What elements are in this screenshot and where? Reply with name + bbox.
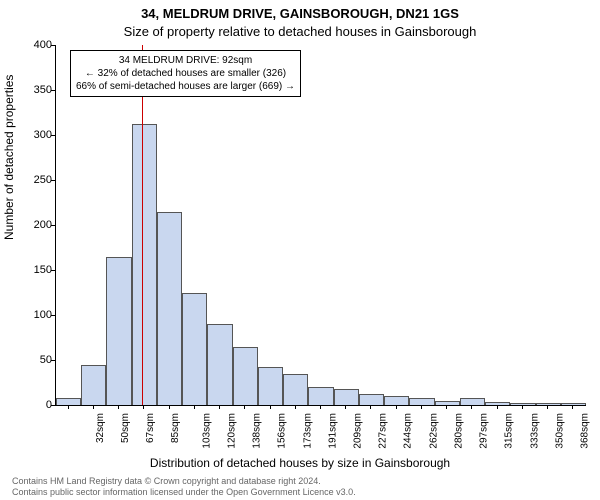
x-tick-label: 173sqm (302, 413, 313, 449)
marker-line (142, 45, 143, 405)
x-tick-label: 85sqm (170, 413, 181, 443)
x-tick-label: 50sqm (120, 413, 131, 443)
x-tick-label: 280sqm (454, 413, 465, 449)
x-tick-label: 297sqm (479, 413, 490, 449)
x-tick-mark (270, 405, 271, 409)
x-tick-label: 138sqm (252, 413, 263, 449)
x-tick-label: 103sqm (201, 413, 212, 449)
bar (460, 398, 485, 405)
y-axis-label: Number of detached properties (2, 75, 16, 240)
bar (182, 293, 207, 406)
bar (409, 398, 434, 405)
y-tick-label: 300 (34, 129, 52, 141)
bar (132, 124, 157, 405)
x-tick-label: 120sqm (226, 413, 237, 449)
y-tick-mark (51, 90, 55, 91)
y-tick-label: 150 (34, 264, 52, 276)
y-tick-mark (51, 315, 55, 316)
plot-area (55, 45, 586, 406)
x-tick-mark (345, 405, 346, 409)
y-tick-mark (51, 45, 55, 46)
annotation-line1: 34 MELDRUM DRIVE: 92sqm (76, 54, 295, 67)
x-tick-mark (93, 405, 94, 409)
y-tick-mark (51, 270, 55, 271)
y-tick-label: 350 (34, 84, 52, 96)
x-tick-mark (244, 405, 245, 409)
annotation-line3: 66% of semi-detached houses are larger (… (76, 80, 295, 93)
x-tick-mark (396, 405, 397, 409)
y-tick-label: 100 (34, 309, 52, 321)
y-tick-mark (51, 360, 55, 361)
y-tick-mark (51, 225, 55, 226)
footer-line2: Contains public sector information licen… (12, 487, 356, 498)
x-tick-mark (320, 405, 321, 409)
bar (510, 403, 535, 405)
x-tick-label: 227sqm (378, 413, 389, 449)
bar (207, 324, 232, 405)
y-tick-label: 250 (34, 174, 52, 186)
bar (283, 374, 308, 406)
x-tick-label: 32sqm (95, 413, 106, 443)
x-tick-label: 350sqm (554, 413, 565, 449)
y-tick-mark (51, 405, 55, 406)
x-tick-label: 262sqm (428, 413, 439, 449)
x-tick-label: 333sqm (529, 413, 540, 449)
x-tick-label: 244sqm (403, 413, 414, 449)
bar (81, 365, 106, 406)
x-tick-mark (295, 405, 296, 409)
x-axis-label: Distribution of detached houses by size … (0, 456, 600, 470)
bar (233, 347, 258, 406)
bar (157, 212, 182, 406)
x-tick-mark (118, 405, 119, 409)
x-tick-mark (169, 405, 170, 409)
x-tick-label: 209sqm (353, 413, 364, 449)
x-tick-mark (421, 405, 422, 409)
x-tick-label: 67sqm (145, 413, 156, 443)
bar (56, 398, 81, 405)
title-sub: Size of property relative to detached ho… (0, 24, 600, 39)
x-tick-mark (572, 405, 573, 409)
x-tick-mark (219, 405, 220, 409)
x-tick-label: 315sqm (504, 413, 515, 449)
x-tick-label: 368sqm (580, 413, 591, 449)
x-tick-mark (370, 405, 371, 409)
x-tick-mark (497, 405, 498, 409)
x-tick-mark (471, 405, 472, 409)
y-tick-mark (51, 180, 55, 181)
x-tick-label: 191sqm (327, 413, 338, 449)
chart-container: 34, MELDRUM DRIVE, GAINSBOROUGH, DN21 1G… (0, 0, 600, 500)
x-tick-mark (68, 405, 69, 409)
bar (308, 387, 333, 405)
footer: Contains HM Land Registry data © Crown c… (12, 476, 356, 498)
y-tick-mark (51, 135, 55, 136)
title-main: 34, MELDRUM DRIVE, GAINSBOROUGH, DN21 1G… (0, 6, 600, 21)
x-tick-mark (522, 405, 523, 409)
y-tick-label: 200 (34, 219, 52, 231)
bar (258, 367, 283, 405)
bar (334, 389, 359, 405)
bar (485, 402, 510, 405)
annotation-line2: ← 32% of detached houses are smaller (32… (76, 67, 295, 80)
x-tick-mark (446, 405, 447, 409)
bar (106, 257, 131, 406)
y-tick-label: 400 (34, 39, 52, 51)
bar (359, 394, 384, 405)
x-tick-mark (547, 405, 548, 409)
footer-line1: Contains HM Land Registry data © Crown c… (12, 476, 356, 487)
x-tick-mark (194, 405, 195, 409)
x-tick-label: 156sqm (277, 413, 288, 449)
annotation-box: 34 MELDRUM DRIVE: 92sqm ← 32% of detache… (70, 50, 301, 97)
x-tick-mark (143, 405, 144, 409)
bar (384, 396, 409, 405)
